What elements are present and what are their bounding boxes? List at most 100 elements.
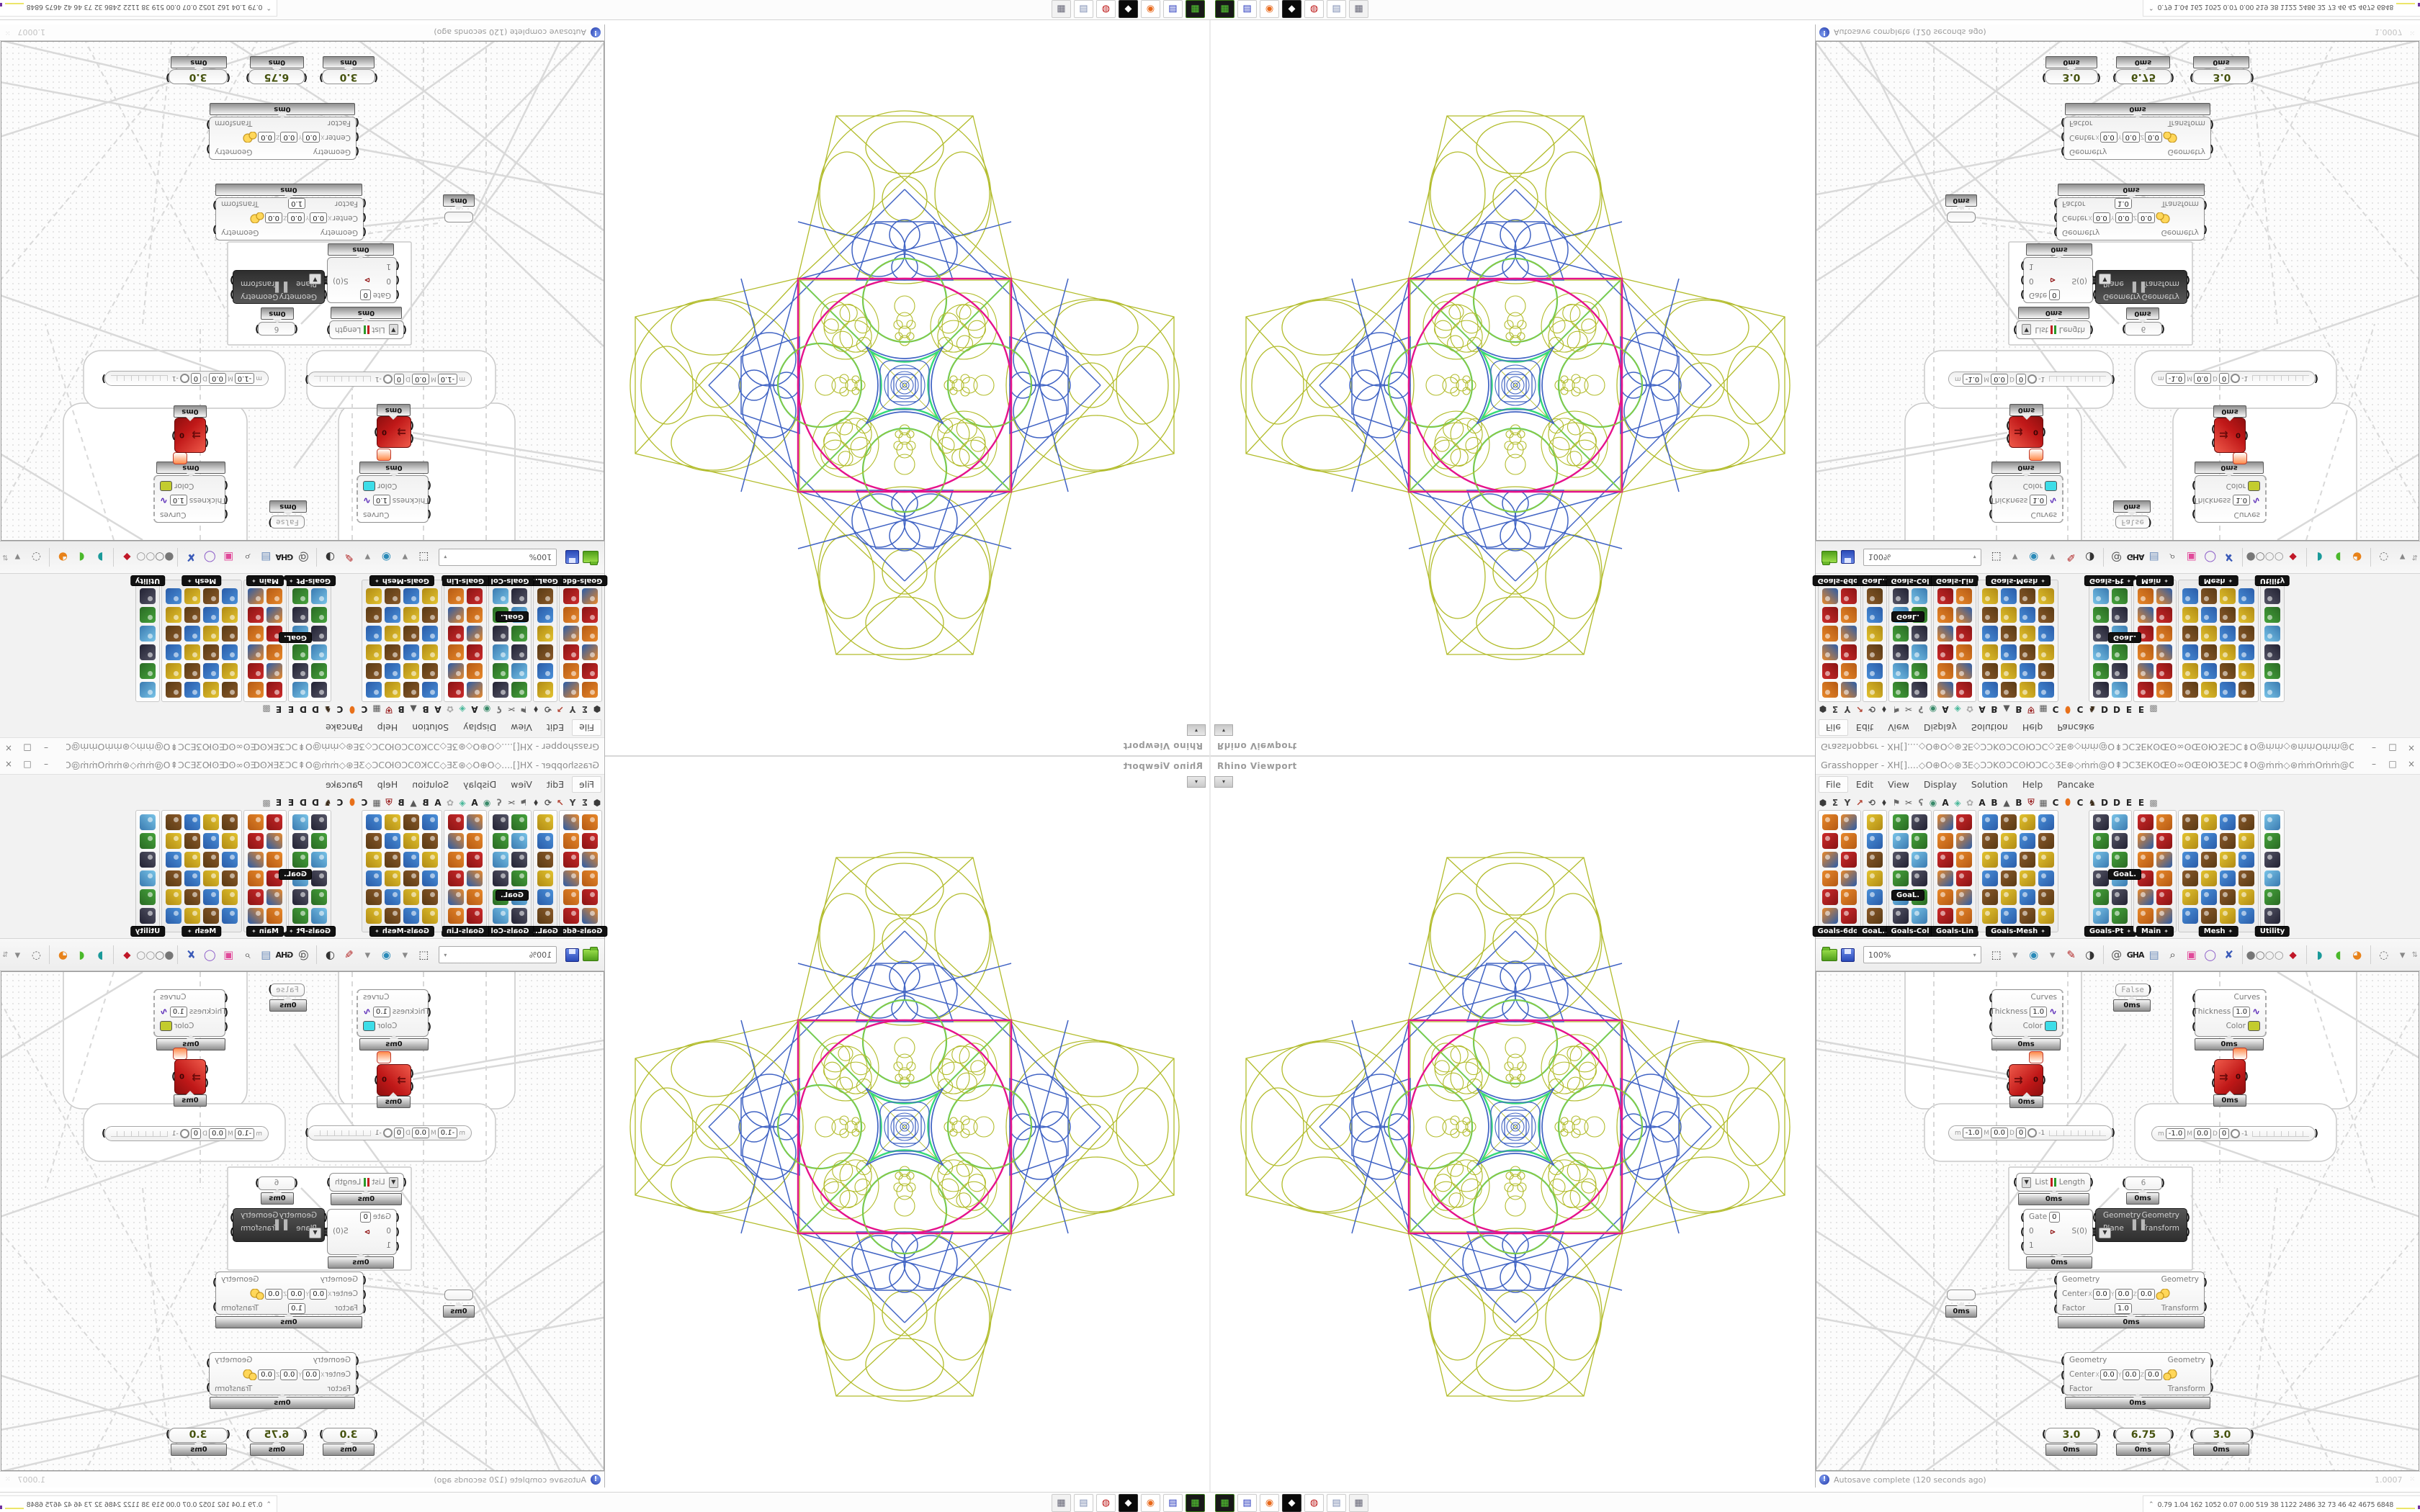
slider-min[interactable]: -1.0 [437, 1128, 458, 1138]
resize-grip[interactable]: ⁙ [2409, 29, 2416, 36]
firefox-app[interactable]: ◉ [1260, 1494, 1279, 1512]
component-icon[interactable] [2238, 644, 2254, 660]
gem-icon[interactable]: ⬥ [2289, 948, 2297, 961]
stream-filter-node[interactable]: (Gate 0 (0 ⪧ S(0)) (1 [2020, 1209, 2096, 1255]
selection-icon[interactable]: ◌ [31, 551, 41, 564]
color-swatch[interactable] [2045, 481, 2057, 491]
component-icon[interactable] [2182, 870, 2198, 886]
error-balloon[interactable] [173, 1048, 187, 1060]
category-tab-icon[interactable]: ▲ [410, 704, 417, 715]
component-icon[interactable] [166, 682, 182, 698]
scale-component-node[interactable]: (Geometry Geometry) (Center X 0.0 Y 0.0 Z 0.0 (… [2061, 1352, 2214, 1395]
gha-text[interactable]: GHA [276, 950, 294, 960]
integer-value-node[interactable]: (6) [2122, 322, 2165, 336]
component-icon[interactable] [2093, 852, 2109, 868]
component-icon[interactable] [1982, 870, 1998, 886]
slider-grip[interactable] [179, 1129, 189, 1138]
boolean-toggle-node[interactable]: False) [2115, 984, 2153, 996]
exposure-icon[interactable]: ◑ [325, 948, 335, 961]
component-icon[interactable] [493, 626, 508, 642]
component-icon[interactable] [1893, 682, 1909, 698]
category-tab-icon[interactable]: B [1991, 797, 1998, 808]
custom-preview-node[interactable]: (Curves (Thickness 1.0 ∿ (Color [1989, 989, 2063, 1037]
rhino-viewport[interactable]: Rhino Viewport ▾ [604, 19, 1210, 756]
dropdown-icon[interactable]: ▼ [309, 1228, 321, 1238]
scale-component-node[interactable]: (Geometry Geometry) (Center X 0.0 Y 0.0 Z 0.0 (… [2053, 1272, 2208, 1315]
teal-ribbon-icon[interactable]: ◗ [97, 948, 104, 961]
component-icon[interactable] [467, 833, 483, 849]
component-icon[interactable] [184, 626, 200, 642]
component-icon[interactable] [1937, 663, 1953, 679]
menu-file[interactable]: File [572, 719, 601, 736]
component-icon[interactable] [1937, 852, 1953, 868]
slider-min[interactable]: -1.0 [234, 373, 255, 384]
component-icon[interactable] [184, 908, 200, 924]
category-tab-icon[interactable]: Σ [1832, 797, 1839, 808]
menu-view[interactable]: View [511, 779, 532, 790]
palette-label[interactable]: Goals-Pt✦ [2084, 926, 2137, 937]
category-tab-icon[interactable]: ▦ [2039, 704, 2048, 715]
custom-preview-node[interactable]: (Curves (Thickness 1.0 ∿ (Color [153, 475, 228, 523]
component-icon[interactable] [2201, 588, 2217, 604]
caret-icon[interactable]: ▾ [2399, 551, 2406, 564]
component-icon[interactable] [467, 908, 483, 924]
close-button[interactable]: × [2407, 759, 2416, 769]
component-icon[interactable] [266, 607, 282, 623]
component-icon[interactable] [2093, 814, 2109, 830]
teal-ribbon-icon[interactable]: ◗ [2316, 948, 2323, 961]
component-icon[interactable] [563, 644, 579, 660]
menu-pancake[interactable]: Pancake [2057, 722, 2094, 733]
component-icon[interactable] [222, 908, 238, 924]
component-icon[interactable] [2138, 870, 2154, 886]
palette-label[interactable]: Goals-Lin [1930, 575, 1979, 586]
component-icon[interactable] [2138, 814, 2154, 830]
spheres-icon[interactable]: ●○ [2246, 948, 2265, 961]
open-file-icon[interactable] [1821, 946, 1838, 963]
component-icon[interactable] [1956, 663, 1972, 679]
palette-label[interactable]: Goals-Col [1886, 926, 1935, 937]
component-icon[interactable] [248, 682, 264, 698]
zoom-select[interactable]: 100% ▾ [1863, 549, 1981, 566]
gem-icon[interactable]: ⬥ [123, 551, 131, 564]
component-icon[interactable] [2156, 889, 2172, 905]
component-icon[interactable] [1867, 908, 1883, 924]
category-tab-icon[interactable]: B [422, 797, 429, 808]
component-icon[interactable] [422, 663, 438, 679]
component-icon[interactable] [1893, 852, 1909, 868]
menu-edit[interactable]: Edit [546, 779, 565, 790]
orient-component-node[interactable]: (( Geometry Geometry Plane Transform ▌▌ ▼ … [230, 270, 328, 304]
toolbar-scroll-icon[interactable]: ⇅ [2, 950, 9, 959]
component-icon[interactable] [248, 644, 264, 660]
caret-icon[interactable]: ▾ [14, 948, 21, 961]
menu-solution[interactable]: Solution [412, 779, 449, 790]
orient-component-node[interactable]: (( Geometry Geometry Plane Transform ▌▌ ▼ … [2092, 1208, 2190, 1242]
component-icon[interactable] [2093, 682, 2109, 698]
green-capsule-icon[interactable]: ◖ [79, 948, 85, 961]
component-icon[interactable] [1912, 814, 1927, 830]
slider-rail[interactable] [111, 1130, 168, 1137]
component-icon[interactable] [1937, 833, 1953, 849]
component-icon[interactable] [2201, 852, 2217, 868]
component-icon[interactable] [563, 663, 579, 679]
category-tab-icon[interactable]: ◈ [459, 704, 466, 715]
component-icon[interactable] [1867, 588, 1883, 604]
component-icon[interactable] [222, 626, 238, 642]
component-icon[interactable] [1893, 644, 1909, 660]
color-swatch[interactable] [160, 481, 172, 491]
zip-drive-app[interactable]: ▦ [1215, 0, 1234, 18]
sketch-pen-icon[interactable]: ✎ [344, 948, 354, 961]
toolbar-scroll-icon[interactable]: ⇅ [2411, 950, 2418, 959]
component-icon[interactable] [582, 889, 598, 905]
finder-icon[interactable]: ⌕ [2169, 948, 2176, 961]
component-icon[interactable] [467, 870, 483, 886]
palette-label[interactable]: Goals-Pt✦ [2084, 575, 2137, 586]
component-icon[interactable] [166, 644, 182, 660]
error-balloon[interactable] [2029, 449, 2043, 461]
component-icon[interactable] [448, 814, 464, 830]
resize-grip[interactable]: ⁙ [4, 1476, 11, 1483]
component-icon[interactable] [1867, 870, 1883, 886]
gha-text[interactable]: GHA [2126, 552, 2144, 562]
custom-preview-node[interactable]: (Curves (Thickness 1.0 ∿ (Color [2192, 989, 2267, 1037]
component-icon[interactable] [266, 814, 282, 830]
component-icon[interactable] [248, 908, 264, 924]
